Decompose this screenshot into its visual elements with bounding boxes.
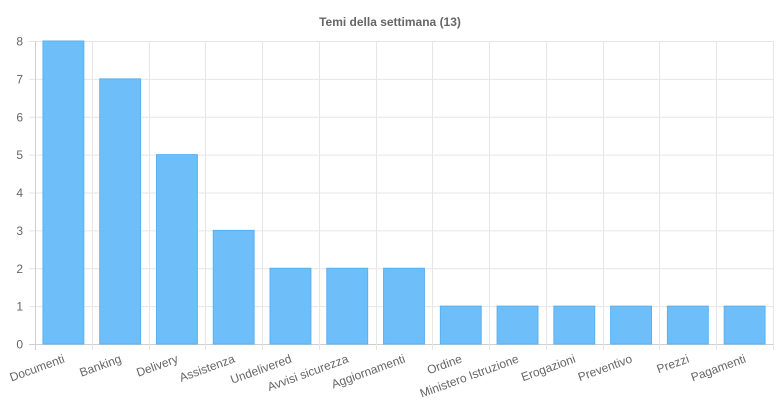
x-tick-label: Prezzi [655, 352, 691, 377]
x-tick-label: Delivery [134, 352, 180, 380]
bar-banking[interactable] [99, 78, 142, 345]
y-tick-label: 5 [16, 148, 23, 162]
y-axis-ticks: 0 1 2 3 4 5 6 7 8 [16, 35, 23, 352]
chart-title: Temi della settimana (13) [319, 15, 461, 29]
bar-undelivered[interactable] [269, 267, 312, 345]
bar-delivery[interactable] [155, 154, 198, 345]
y-tick-label: 3 [16, 224, 23, 238]
x-tick-label: Preventivo [576, 352, 634, 385]
bar-ordine[interactable] [439, 305, 482, 345]
bar-avvisi-sicurezza[interactable] [326, 267, 369, 345]
bar-ministero-istruzione[interactable] [496, 305, 539, 345]
bar-aggiornamenti[interactable] [383, 267, 425, 345]
bar-documenti[interactable] [42, 40, 85, 345]
grid-lines [29, 41, 774, 350]
bar-prezzi[interactable] [666, 305, 709, 345]
bars [42, 40, 766, 345]
y-tick-label: 1 [16, 300, 23, 314]
x-axis-ticks: Documenti Banking DeliveryAssistenzaUndeli… [8, 352, 748, 401]
x-tick-label: Assistenza [177, 352, 237, 385]
y-tick-label: 7 [16, 72, 23, 86]
y-tick-label: 8 [16, 35, 23, 49]
y-tick-label: 4 [16, 186, 23, 200]
x-tick-label: Pagamenti [689, 352, 748, 385]
y-tick-label: 6 [16, 110, 23, 124]
y-tick-label: 0 [16, 338, 23, 352]
bar-preventivo[interactable] [610, 305, 653, 345]
bar-assistenza[interactable] [212, 229, 255, 345]
y-tick-label: 2 [16, 262, 23, 276]
x-tick-label: Ministero Istruzione [418, 352, 521, 401]
x-tick-label: Banking [78, 352, 124, 380]
x-tick-label: Documenti [8, 352, 67, 385]
x-tick-label: Erogazioni [519, 352, 577, 385]
bar-erogazioni[interactable] [553, 305, 596, 345]
bar-pagamenti[interactable] [723, 305, 766, 345]
